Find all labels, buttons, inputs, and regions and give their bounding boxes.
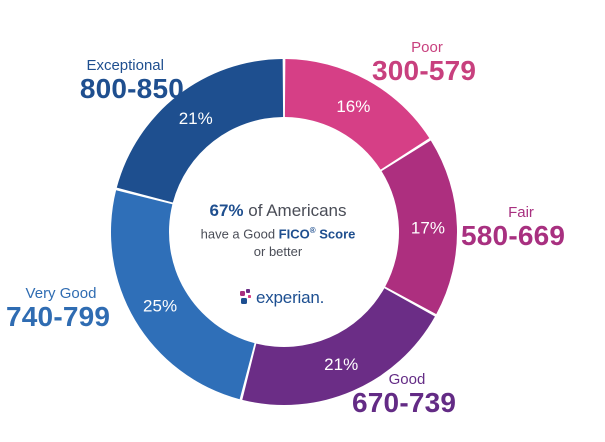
segment-percent-label: 17% [411, 218, 445, 237]
segment-percent-label: 21% [179, 109, 213, 128]
donut-segment-fair [381, 140, 457, 315]
center-subline-suffix: Score [315, 226, 356, 242]
experian-dots-icon [240, 289, 251, 304]
category-name: Very Good [25, 285, 97, 302]
category-name: Poor [411, 39, 443, 56]
segment-percent-label: 16% [336, 97, 370, 116]
donut-segment-very-good [111, 190, 255, 400]
category-label-good: Good 670-739 [352, 372, 492, 417]
category-label-poor: Poor 300-579 [372, 40, 522, 85]
segment-percent-label: 25% [143, 296, 177, 315]
category-range: 740-799 [6, 301, 111, 332]
category-name: Good [388, 371, 426, 388]
category-range: 670-739 [352, 387, 457, 418]
experian-wordmark: experian. [256, 288, 325, 307]
category-label-exceptional: Exceptional 800-850 [34, 58, 184, 103]
fico-brand: FICO [278, 226, 310, 242]
center-headline: 67% of Americans [178, 200, 378, 222]
category-name: Exceptional [86, 57, 164, 74]
center-subline-prefix: have a Good [200, 226, 279, 242]
category-label-very-good: Very Good 740-799 [6, 286, 146, 331]
category-range: 800-850 [79, 73, 184, 104]
experian-logo: experian. [240, 288, 324, 308]
center-headline-rest: of Americans [243, 201, 347, 220]
donut-segment-exceptional [116, 59, 284, 203]
category-range: 580-669 [461, 220, 566, 251]
registered-mark: ® [309, 226, 316, 235]
center-caption: 67% of Americans have a Good FICO® Score… [178, 200, 378, 260]
donut-segment-poor [284, 59, 430, 170]
category-label-fair: Fair 580-669 [461, 205, 601, 250]
center-subline-2: or better [253, 244, 303, 260]
center-subline: have a Good FICO® Score [178, 222, 378, 243]
center-percent: 67% [209, 201, 244, 220]
category-range: 300-579 [372, 55, 477, 86]
donut-segment-good [242, 288, 435, 405]
category-name: Fair [508, 204, 534, 221]
segment-percent-label: 21% [324, 355, 358, 374]
